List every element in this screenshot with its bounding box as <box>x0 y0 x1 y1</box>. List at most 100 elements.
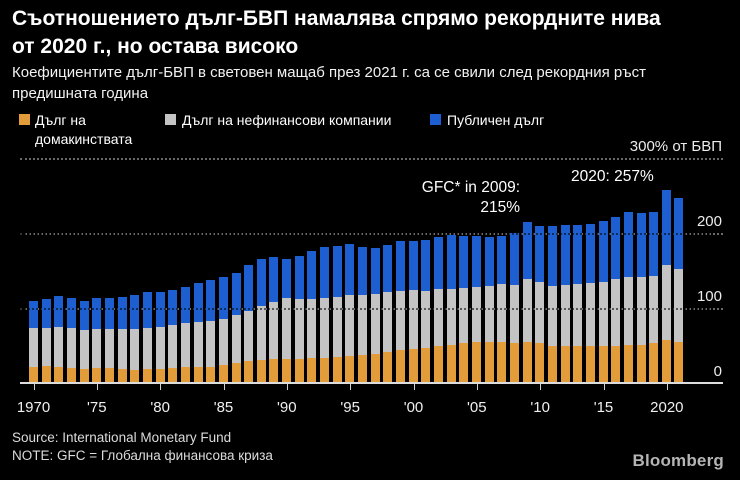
bar-2008-segment-0 <box>509 342 519 383</box>
x-axis-baseline <box>20 382 723 384</box>
bar-2015-segment-0 <box>598 345 608 383</box>
bar-1999-segment-2 <box>396 241 406 291</box>
x-axis-label-1985: '85 <box>213 399 234 416</box>
bar-1983-segment-1 <box>193 321 203 367</box>
y-axis-label-0: 0 <box>713 363 722 380</box>
bar-2009 <box>522 221 532 383</box>
bar-2019-segment-0 <box>649 343 659 383</box>
x-axis-tick-2015 <box>603 384 605 390</box>
bar-2008 <box>509 233 519 383</box>
bar-2017-segment-2 <box>623 212 633 277</box>
bar-2020-segment-2 <box>661 190 671 266</box>
annotation-gfc-2009: GFC* in 2009: 215% <box>422 178 520 218</box>
bar-2002-segment-0 <box>434 346 443 383</box>
title-line-1: Съотношението дълг-БВП намалява спрямо р… <box>12 7 661 30</box>
legend-label-public-debt: Публичен дълг <box>447 112 545 128</box>
bar-1990-segment-0 <box>282 359 292 383</box>
subtitle-line-2: предишната година <box>12 85 149 102</box>
bar-2016-segment-2 <box>611 217 621 279</box>
y-axis-label-200: 200 <box>696 213 722 230</box>
bar-2008-segment-2 <box>509 233 519 285</box>
bar-1980-segment-0 <box>155 368 165 383</box>
gridline-300 <box>20 158 723 160</box>
bar-1976-segment-0 <box>104 368 114 383</box>
bar-2012-segment-0 <box>560 345 570 383</box>
legend-swatch-public-debt <box>430 114 441 125</box>
bar-1975-segment-0 <box>92 368 102 383</box>
bar-2000 <box>408 241 418 383</box>
bar-1986 <box>231 272 241 383</box>
bar-series-container <box>29 153 684 383</box>
bar-1994-segment-0 <box>332 356 342 383</box>
bar-2010 <box>535 225 545 383</box>
bar-2017 <box>623 212 633 383</box>
bar-1977-segment-1 <box>117 329 127 369</box>
bar-1974-segment-1 <box>79 329 89 369</box>
bar-1991 <box>294 255 304 383</box>
bar-2020-segment-0 <box>661 340 671 383</box>
x-axis-label-2010: '10 <box>530 399 550 416</box>
x-axis-label-1990: '90 <box>277 399 297 416</box>
bar-1982-segment-0 <box>180 366 190 383</box>
x-axis-label-2020: 2020 <box>650 399 684 416</box>
bar-1999 <box>396 241 406 383</box>
bar-1981-segment-1 <box>168 325 178 368</box>
bar-1995-segment-1 <box>345 295 355 356</box>
x-axis-tick-2005 <box>476 384 478 390</box>
y-axis-label-100: 100 <box>696 288 722 305</box>
bar-2006-segment-0 <box>484 341 494 383</box>
bar-2014-segment-2 <box>585 224 595 283</box>
x-axis-tick-1990 <box>286 384 288 390</box>
bar-2004-segment-1 <box>459 287 469 344</box>
bar-1984-segment-0 <box>206 366 216 383</box>
bar-1983-segment-0 <box>193 366 203 383</box>
bar-1978-segment-2 <box>130 294 140 329</box>
bar-2011 <box>547 225 557 383</box>
bar-1999-segment-1 <box>396 290 406 350</box>
bar-1997-segment-0 <box>370 353 380 383</box>
bar-2003-segment-2 <box>446 235 456 289</box>
page-subtitle: Коефициентите дълг-БВП в световен мащаб … <box>12 62 722 104</box>
gridline-overlay-100 <box>20 308 710 310</box>
bar-1972 <box>54 296 64 383</box>
bar-1984-segment-2 <box>206 280 216 321</box>
bar-1976-segment-1 <box>104 329 114 368</box>
bar-1996 <box>358 247 368 383</box>
bar-2018 <box>636 212 646 383</box>
gridline-overlay-200 <box>20 233 710 235</box>
bar-1987-segment-0 <box>244 361 254 383</box>
x-axis-tick-1985 <box>223 384 225 390</box>
bar-2007 <box>497 236 507 383</box>
bar-1972-segment-1 <box>54 326 64 367</box>
bar-2013-segment-2 <box>573 224 583 284</box>
bar-2003-segment-1 <box>446 288 456 345</box>
bar-2019 <box>649 212 659 383</box>
bar-1983-segment-2 <box>193 283 203 322</box>
x-axis-tick-2000 <box>413 384 415 390</box>
x-axis-label-1980: '80 <box>150 399 170 416</box>
subtitle-line-1: Коефициентите дълг-БВП в световен мащаб … <box>12 64 646 81</box>
bar-1970-segment-2 <box>29 300 38 329</box>
bar-1982-segment-2 <box>180 287 190 323</box>
bar-1987-segment-2 <box>244 265 254 311</box>
bar-2004-segment-0 <box>459 343 469 383</box>
bar-1981 <box>168 290 178 383</box>
bar-2006 <box>484 236 494 383</box>
bar-1981-segment-2 <box>168 290 178 326</box>
bar-1990 <box>282 259 292 383</box>
x-axis-tick-1995 <box>350 384 352 390</box>
bar-2012 <box>560 224 570 383</box>
bar-1979-segment-1 <box>142 327 152 369</box>
bar-1985-segment-1 <box>218 318 228 365</box>
bar-1989-segment-2 <box>269 257 279 302</box>
x-axis-tick-1980 <box>160 384 162 390</box>
annotation-gfc-line-2: 215% <box>480 199 520 216</box>
bar-1970-segment-0 <box>29 366 38 383</box>
bar-2015-segment-1 <box>598 281 608 346</box>
bar-2007-segment-1 <box>497 284 507 342</box>
bar-1980 <box>155 292 165 383</box>
bar-2010-segment-1 <box>535 281 545 343</box>
bar-1978-segment-0 <box>130 369 140 383</box>
bar-2012-segment-2 <box>560 224 570 285</box>
